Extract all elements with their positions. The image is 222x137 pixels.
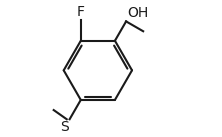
Text: OH: OH bbox=[127, 6, 148, 20]
Text: S: S bbox=[60, 120, 69, 134]
Text: F: F bbox=[77, 5, 85, 19]
